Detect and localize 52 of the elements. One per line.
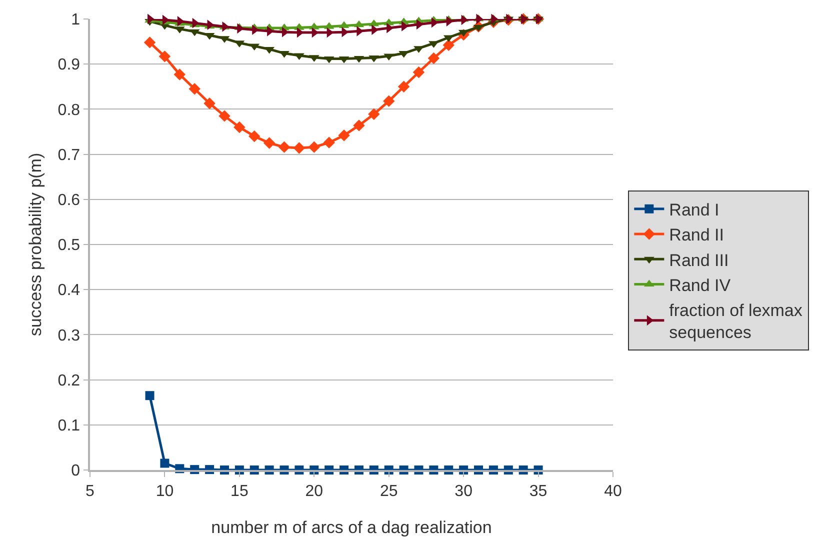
y-tick-label: 0.4 [58,282,80,300]
point [177,16,184,26]
legend-label: Rand IV [669,276,732,295]
point [428,52,440,64]
y-tick-label: 0.1 [58,418,80,434]
point [174,68,186,80]
y-tick-label: 0.5 [58,237,80,254]
legend-label: Rand III [669,250,729,270]
point [308,141,320,153]
point [218,110,230,122]
point [144,36,156,48]
x-axis-title: number m of arcs of a dag realization [211,518,492,537]
point [204,97,216,110]
point [442,39,454,52]
x-tick-label: 35 [529,482,548,500]
point [160,458,170,468]
point [383,95,395,107]
point [294,53,304,60]
x-tick-label: 30 [454,482,473,500]
point [248,130,260,142]
y-axis-title: success probability p(m) [26,152,45,336]
x-tick-label: 15 [230,482,248,500]
point [353,120,365,132]
point [263,137,276,149]
point [368,108,380,120]
y-tick-label: 0.7 [58,146,80,164]
y-tick-label: 0.8 [58,102,80,119]
point [278,141,290,153]
legend-label: Rand II [669,226,724,245]
y-tick-label: 0.2 [58,372,80,390]
point [338,130,350,142]
x-tick-label: 10 [156,482,174,500]
point [234,121,246,134]
point [188,83,200,95]
y-tick-label: 0.6 [58,192,80,209]
y-tick-label: 1 [71,12,80,29]
point [446,16,454,26]
point [158,50,171,62]
y-tick-label: 0 [71,462,80,480]
y-tick-label: 0.9 [58,56,80,74]
x-tick-label: 20 [305,482,324,500]
point [323,136,335,148]
legend-label: fraction of lexmax sequences [669,300,803,342]
point [412,66,425,78]
x-tick-label: 5 [86,482,95,500]
y-tick-label: 0.3 [58,327,80,344]
point [293,142,306,154]
x-tick-label: 25 [380,482,398,500]
x-tick-label: 40 [604,482,622,500]
point [398,80,410,92]
legend-label: Rand I [669,200,720,220]
point [145,391,154,400]
